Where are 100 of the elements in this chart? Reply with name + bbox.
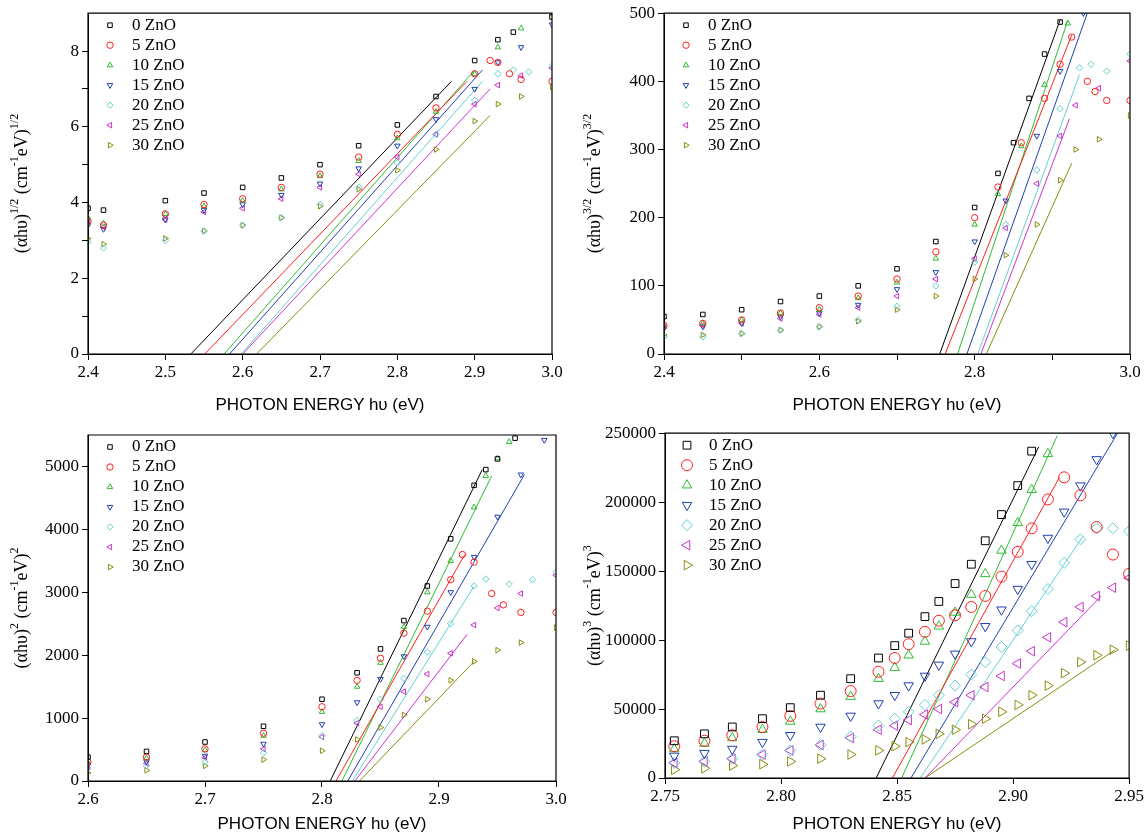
point	[394, 122, 401, 128]
point	[893, 302, 901, 310]
y-axis-title: (αhυ)3 (cm-1eV)3	[580, 545, 605, 666]
point	[785, 715, 796, 725]
point	[482, 472, 490, 478]
legend-label: 20 ZnO	[132, 94, 185, 114]
point	[1012, 516, 1023, 527]
legend-label: 15 ZnO	[132, 496, 185, 516]
point	[447, 557, 454, 563]
point	[995, 640, 1008, 653]
point	[394, 143, 401, 150]
point	[470, 621, 477, 629]
point	[1034, 221, 1041, 228]
point	[377, 646, 384, 652]
legend-label: 10 ZnO	[132, 54, 185, 74]
legend-label: 30 ZnO	[709, 554, 762, 574]
point	[1071, 101, 1078, 109]
point	[400, 674, 408, 683]
point	[729, 760, 739, 771]
point	[1056, 69, 1064, 75]
point	[932, 248, 940, 256]
point	[970, 258, 979, 266]
point	[1026, 483, 1037, 493]
y-tick-label: 100	[629, 275, 655, 295]
point	[979, 623, 991, 633]
point	[759, 758, 769, 770]
point	[472, 658, 478, 665]
point	[904, 628, 914, 638]
point	[512, 435, 518, 441]
point	[494, 43, 502, 50]
point	[934, 597, 944, 606]
x-tick-label: 2.85	[882, 785, 912, 805]
y-tick-label: 2	[70, 267, 79, 287]
point	[949, 679, 962, 692]
point	[510, 29, 517, 35]
point	[932, 614, 945, 627]
point	[845, 690, 856, 700]
point	[966, 588, 977, 598]
point	[1064, 19, 1072, 26]
point	[493, 604, 500, 612]
point	[979, 656, 992, 669]
point	[902, 705, 915, 718]
point	[935, 728, 945, 740]
legend-label: 20 ZnO	[708, 94, 761, 114]
legend-label: 25 ZnO	[132, 536, 185, 556]
point	[260, 723, 267, 730]
point	[354, 170, 361, 178]
point	[966, 559, 976, 569]
point	[902, 714, 912, 726]
point	[471, 482, 477, 489]
legend-label: 0 ZnO	[709, 434, 753, 454]
point	[277, 195, 284, 203]
point	[699, 749, 710, 760]
point	[1087, 60, 1095, 69]
legend-label: 25 ZnO	[709, 534, 762, 554]
point	[355, 166, 362, 173]
point	[965, 600, 978, 613]
point	[239, 184, 246, 191]
x-tick-label: 2.7	[194, 788, 217, 808]
legend-label: 30 ZnO	[132, 556, 185, 576]
point	[101, 240, 108, 248]
point	[845, 712, 856, 722]
point	[425, 695, 431, 703]
legend-label: 30 ZnO	[708, 134, 761, 154]
point	[933, 238, 939, 245]
y-tick-label: 4000	[45, 518, 79, 538]
legend-label: 25 ZnO	[708, 114, 761, 134]
point	[1042, 534, 1054, 545]
point	[785, 703, 795, 713]
point	[393, 153, 400, 161]
x-tick-label: 2.9	[464, 361, 486, 381]
point	[888, 652, 901, 665]
point	[505, 438, 513, 445]
point	[1060, 667, 1071, 679]
point	[873, 700, 884, 710]
point	[1058, 471, 1071, 484]
point	[777, 298, 784, 305]
y-tick-label: 150000	[605, 560, 656, 580]
point	[355, 142, 362, 149]
point	[1026, 95, 1032, 102]
point	[400, 688, 406, 695]
point	[932, 254, 940, 261]
point	[1033, 180, 1039, 187]
point	[1093, 649, 1103, 661]
legend-label: 0 ZnO	[132, 436, 176, 456]
point	[99, 244, 108, 252]
x-tick-label: 2.8	[311, 788, 333, 808]
point	[1106, 522, 1119, 535]
point	[890, 641, 900, 650]
y-axis-title: (αhυ)3/2 (cm-1eV)3/2	[580, 113, 605, 254]
x-tick-label: 3.0	[545, 788, 567, 808]
point	[143, 748, 150, 755]
point	[669, 736, 679, 746]
point	[1027, 446, 1037, 456]
point	[448, 677, 455, 684]
point	[470, 558, 478, 566]
point	[1056, 104, 1064, 113]
legend-label: 5 ZnO	[132, 34, 176, 54]
y-tick-label: 0	[70, 770, 79, 790]
point	[979, 567, 991, 578]
